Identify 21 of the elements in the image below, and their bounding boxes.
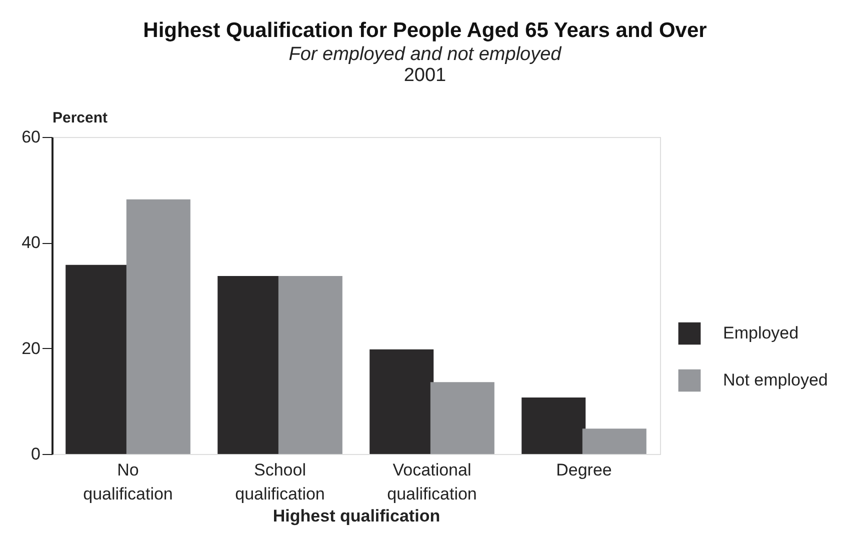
text: 2001 bbox=[404, 65, 446, 86]
y-axis-title: Percent bbox=[52, 110, 108, 126]
chart-title: Highest Qualification for People Aged 65 Years and Over bbox=[143, 19, 707, 42]
x-tick-label: Degree bbox=[556, 460, 612, 480]
chart-subtitle: For employed and not employed bbox=[288, 44, 563, 65]
bar bbox=[278, 276, 342, 454]
bar bbox=[582, 428, 646, 454]
y-tick-label: 0 bbox=[31, 444, 40, 464]
x-tick-label: School qualification bbox=[235, 460, 325, 504]
x-axis-title: Highest qualification bbox=[272, 506, 440, 526]
y-tick-label: 40 bbox=[22, 233, 40, 252]
bar bbox=[126, 199, 190, 454]
x-tick-label: Vocational qualification bbox=[387, 460, 477, 504]
y-tick-label: 20 bbox=[22, 338, 40, 358]
x-tick-label: No qualification bbox=[83, 460, 173, 504]
bar bbox=[522, 397, 586, 454]
bar bbox=[370, 349, 434, 454]
bar bbox=[430, 382, 494, 454]
legend-label: Employed bbox=[723, 324, 799, 342]
y-tick-label: 60 bbox=[22, 128, 40, 146]
legend-label: Not employed bbox=[723, 370, 828, 390]
